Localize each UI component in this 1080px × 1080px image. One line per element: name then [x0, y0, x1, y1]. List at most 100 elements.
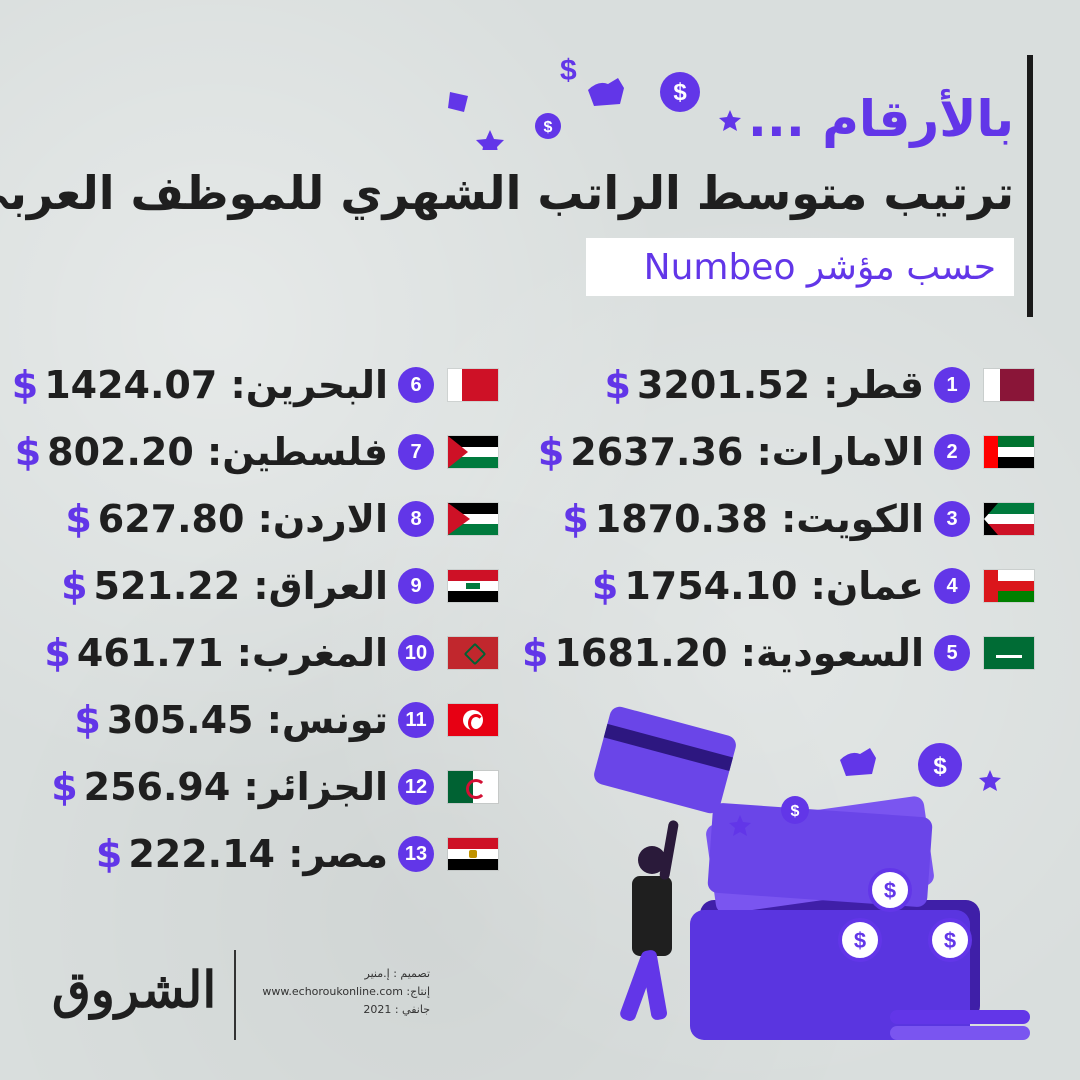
currency-symbol: $ [11, 363, 39, 407]
rank-badge: 8 [398, 501, 434, 537]
rank-badge: 12 [398, 769, 434, 805]
star-icon [979, 770, 1001, 791]
country-name: العراق: [253, 564, 388, 608]
dollar-coin-icon [918, 743, 962, 787]
ranking-row: 6 البحرين: 1424.07$ [12, 360, 498, 410]
currency-symbol: $ [65, 497, 92, 541]
salary-value: 305.45 [106, 698, 254, 742]
salary-value: 1424.07 [44, 363, 218, 407]
ranking-row: 9 العراق: 521.22$ [61, 561, 498, 611]
currency-symbol: $ [14, 430, 42, 474]
ranking-entry: السعودية: 1681.20$ [522, 631, 924, 675]
rank-badge: 7 [398, 434, 434, 470]
dollar-sign-icon: $ [560, 54, 577, 87]
rank-badge: 5 [934, 635, 970, 671]
country-name: السعودية: [740, 631, 924, 675]
salary-value: 2637.36 [570, 430, 744, 474]
salary-value: 256.94 [83, 765, 231, 809]
salary-value: 521.22 [93, 564, 241, 608]
page-title: ترتيب متوسط الراتب الشهري للموظف العربي [0, 166, 1014, 220]
dollar-coin-icon [838, 918, 882, 962]
rank-badge: 2 [934, 434, 970, 470]
star-icon [719, 110, 741, 131]
person-figure [620, 820, 679, 1021]
svg-text:$: $ [673, 79, 687, 106]
ranking-entry: فلسطين: 802.20$ [15, 430, 388, 474]
country-name: الامارات: [756, 430, 924, 474]
design-credit: تصميم : إ.منير [364, 967, 430, 980]
qatar-flag [984, 369, 1034, 401]
thumbs-up-icon [840, 748, 876, 776]
ranking-entry: الاردن: 627.80$ [65, 497, 388, 541]
currency-symbol: $ [562, 497, 589, 541]
currency-symbol: $ [61, 564, 88, 608]
ranking-entry: مصر: 222.14$ [96, 832, 388, 876]
ranking-row: 1 قطر: 3201.52$ [605, 360, 1034, 410]
brand-logo: الشروق [52, 960, 217, 1019]
ranking-row: 2 الامارات: 2637.36$ [538, 427, 1034, 477]
country-name: الجزائر: [243, 765, 388, 809]
salary-value: 461.71 [76, 631, 224, 675]
svg-text:$: $ [544, 119, 553, 136]
ranking-entry: المغرب: 461.71$ [44, 631, 388, 675]
ranking-row: 13 مصر: 222.14$ [96, 829, 498, 879]
thumbs-up-icon [448, 92, 468, 112]
dollar-coin-icon [928, 918, 972, 962]
ranking-entry: الكويت: 1870.38$ [562, 497, 924, 541]
tunisia-flag [448, 704, 498, 736]
credits: تصميم : إ.منير إنتاج: www.echoroukonline… [250, 965, 430, 1019]
morocco-flag [448, 637, 498, 669]
saudi-flag [984, 637, 1034, 669]
country-name: تونس: [266, 698, 388, 742]
dollar-coin-icon [781, 796, 809, 824]
uae-flag [984, 436, 1034, 468]
rank-badge: 3 [934, 501, 970, 537]
bahrain-flag [448, 369, 498, 401]
decorative-icons: $ $ $ [448, 54, 741, 150]
ranking-entry: قطر: 3201.52$ [605, 363, 925, 407]
ranking-row: 7 فلسطين: 802.20$ [15, 427, 498, 477]
ranking-row: 3 الكويت: 1870.38$ [562, 494, 1034, 544]
footer-divider [234, 950, 236, 1040]
currency-symbol: $ [44, 631, 71, 675]
rank-badge: 1 [934, 367, 970, 403]
star-icon [729, 815, 751, 836]
currency-symbol: $ [537, 430, 565, 474]
rank-badge: 11 [398, 702, 434, 738]
ranking-row: 8 الاردن: 627.80$ [65, 494, 498, 544]
production-credit: إنتاج: www.echoroukonline.com [262, 985, 430, 998]
dollar-coin-icon [660, 72, 700, 112]
currency-symbol: $ [604, 363, 631, 407]
ranking-row: 11 تونس: 305.45$ [74, 695, 498, 745]
currency-symbol: $ [591, 564, 619, 608]
svg-text:$: $ [884, 878, 896, 903]
svg-text:$: $ [791, 803, 800, 820]
algeria-flag [448, 771, 498, 803]
currency-symbol: $ [51, 765, 78, 809]
country-name: عمان: [810, 564, 924, 608]
svg-text:$: $ [854, 928, 866, 953]
ranking-entry: الجزائر: 256.94$ [51, 765, 388, 809]
country-name: فلسطين: [207, 430, 388, 474]
rank-badge: 10 [398, 635, 434, 671]
ranking-entry: العراق: 521.22$ [61, 564, 388, 608]
country-name: البحرين: [230, 363, 389, 407]
ranking-row: 12 الجزائر: 256.94$ [51, 762, 498, 812]
ranking-row: 5 السعودية: 1681.20$ [522, 628, 1034, 678]
salary-value: 627.80 [97, 497, 245, 541]
rank-badge: 9 [398, 568, 434, 604]
dollar-coin-icon [535, 113, 561, 139]
kicker-heading: بالأرقام ... [747, 90, 1014, 148]
jordan-flag [448, 503, 498, 535]
egypt-flag [448, 838, 498, 870]
ranking-entry: الامارات: 2637.36$ [538, 430, 924, 474]
salary-value: 3201.52 [636, 363, 811, 407]
ranking-row: 10 المغرب: 461.71$ [44, 628, 498, 678]
star-icon [476, 130, 504, 150]
iraq-flag [448, 570, 498, 602]
currency-symbol: $ [521, 631, 549, 675]
country-name: المغرب: [236, 631, 388, 675]
source-label: حسب مؤشر Numbeo [643, 246, 996, 288]
thumbs-up-icon [588, 78, 624, 106]
date-credit: جانفي : 2021 [363, 1003, 430, 1016]
